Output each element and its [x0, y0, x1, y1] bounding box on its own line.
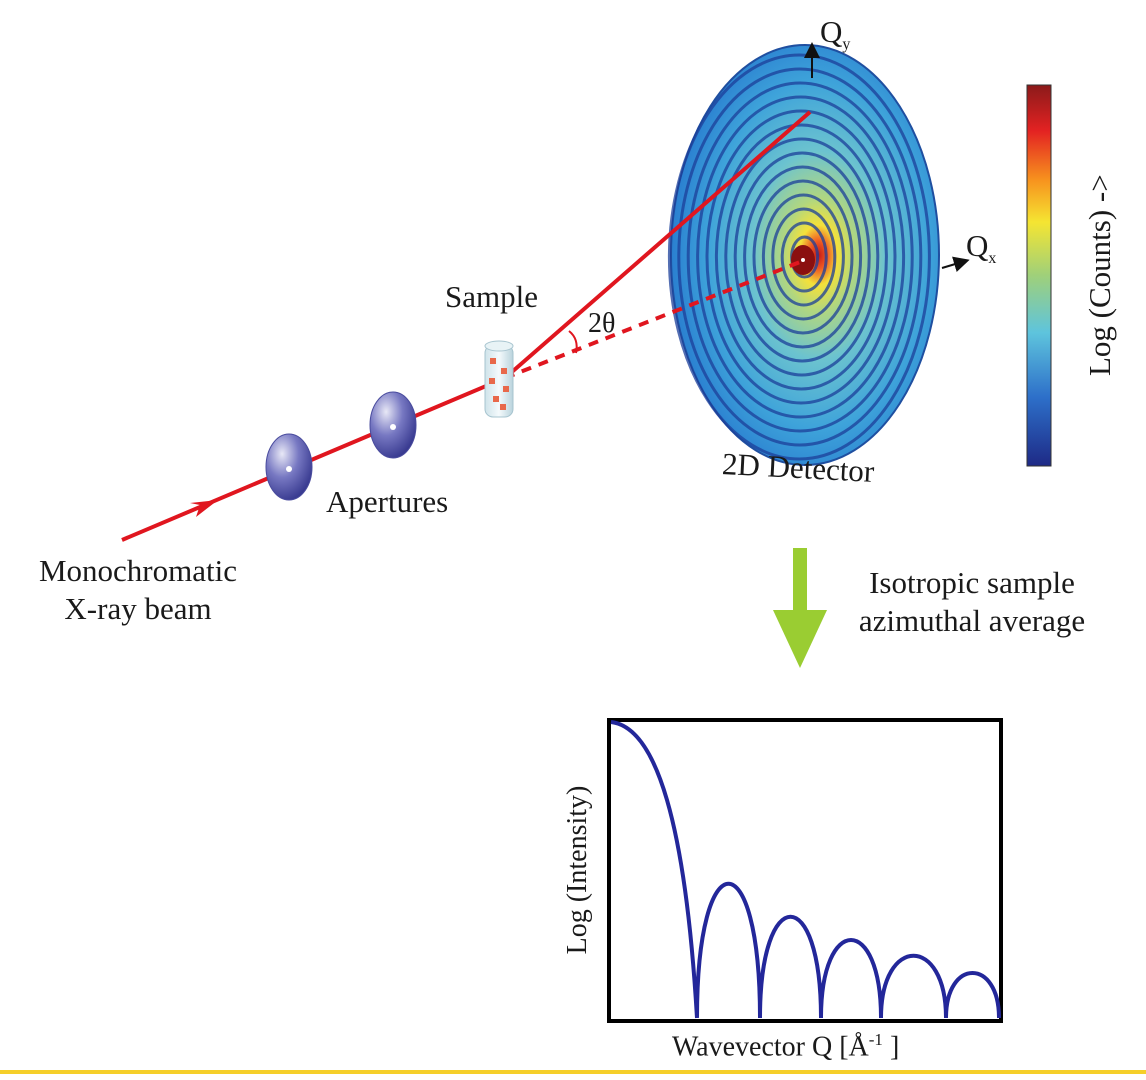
down-arrow	[773, 548, 827, 668]
detector-ring	[780, 221, 828, 293]
detector-ring	[696, 95, 906, 419]
plot-frame	[607, 718, 1003, 1023]
two-theta-label: 2θ	[588, 308, 616, 339]
qx-arrow	[941, 256, 970, 272]
beam-label-line2: X-ray beam	[64, 591, 212, 626]
qy-label: Qy	[820, 14, 850, 54]
colorbar	[1026, 84, 1052, 467]
detector-ring	[705, 109, 897, 405]
qy-main: Q	[820, 14, 843, 49]
qx-main: Q	[966, 228, 989, 263]
detector-ring	[714, 123, 888, 391]
isotropic-line2: azimuthal average	[858, 603, 1086, 638]
detector-ring	[733, 151, 871, 363]
detector	[667, 44, 940, 466]
isotropic-label: Isotropic sample azimuthal average	[832, 564, 1112, 640]
detector-ring	[761, 193, 845, 321]
aperture-2	[369, 391, 417, 459]
bottom-rule	[0, 1070, 1146, 1074]
beam-label: Monochromatic X-ray beam	[18, 552, 258, 628]
plot-xlabel-suffix: ]	[882, 1031, 900, 1063]
aperture-1	[265, 433, 313, 501]
qx-sub: x	[988, 250, 997, 268]
plot-xlabel-prefix: Wavevector Q [Å	[672, 1031, 869, 1063]
plot-ylabel: Log (Intensity)	[562, 785, 593, 955]
beam-label-line1: Monochromatic	[38, 553, 237, 588]
detector-ring	[686, 81, 914, 433]
qy-sub: y	[842, 36, 851, 54]
detector-ring	[752, 179, 854, 335]
detector-ring	[743, 165, 863, 349]
detector-ring	[667, 53, 931, 461]
apertures-label: Apertures	[326, 484, 449, 519]
qx-label: Qx	[966, 228, 996, 268]
detector-ring	[724, 137, 880, 377]
isotropic-line1: Isotropic sample	[869, 565, 1075, 600]
two-theta-arc	[568, 330, 578, 354]
colorbar-label: Log (Counts) ->	[1082, 174, 1117, 376]
detector-ring	[771, 207, 837, 307]
plot-xlabel: Wavevector Q [Å-1 ]	[672, 1030, 899, 1063]
plot-xlabel-sup: -1	[868, 1030, 883, 1049]
sample-label: Sample	[445, 279, 538, 314]
detector-ring	[677, 67, 923, 447]
beam-arrowhead	[190, 500, 218, 517]
intensity-curve	[610, 720, 1001, 1019]
sample-tube	[484, 340, 514, 418]
